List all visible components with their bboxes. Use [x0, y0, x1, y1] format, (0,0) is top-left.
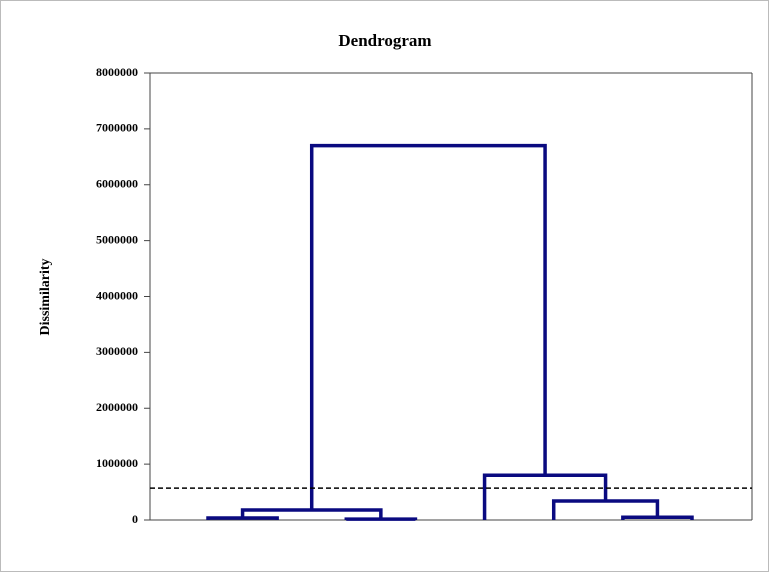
y-tick-label: 5000000 — [96, 232, 138, 246]
y-tick-label: 2000000 — [96, 400, 138, 414]
y-axis-label: Dissimilarity — [38, 259, 53, 336]
chart-title: Dendrogram — [338, 31, 431, 50]
y-tick-label: 7000000 — [96, 121, 138, 135]
y-tick-label: 1000000 — [96, 456, 138, 470]
y-tick-label: 6000000 — [96, 177, 138, 191]
dendrogram-link — [206, 516, 279, 520]
y-tick-label: 3000000 — [96, 344, 138, 358]
dendrogram-link — [240, 508, 383, 520]
dendrogram-link — [344, 517, 418, 521]
dendrogram-link — [551, 499, 660, 520]
y-tick-label: 0 — [132, 512, 138, 526]
y-tick-label: 8000000 — [96, 65, 138, 79]
y-tick-label: 4000000 — [96, 288, 138, 302]
dendrogram-link — [309, 143, 547, 510]
